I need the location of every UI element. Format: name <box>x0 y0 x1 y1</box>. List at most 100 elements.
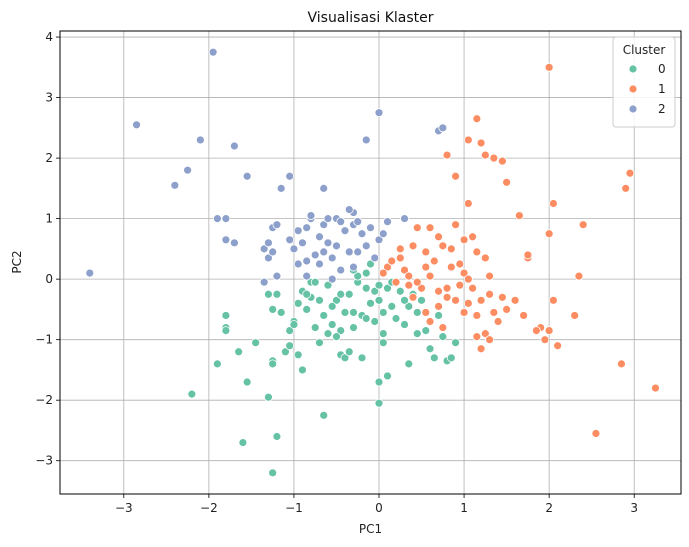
data-point-cluster-0 <box>323 329 333 339</box>
data-point-cluster-0 <box>332 332 341 342</box>
plot-area-frame <box>59 30 682 495</box>
data-point-cluster-2 <box>212 214 222 224</box>
data-point-cluster-1 <box>531 326 541 335</box>
data-point-cluster-1 <box>451 295 460 305</box>
data-point-cluster-0 <box>378 338 388 348</box>
data-point-cluster-2 <box>276 183 286 193</box>
chart-title: Visualisasi Klaster <box>308 10 434 26</box>
data-point-cluster-0 <box>340 308 350 317</box>
data-point-cluster-0 <box>383 283 392 293</box>
data-point-cluster-1 <box>425 271 435 281</box>
data-point-cluster-1 <box>425 317 435 326</box>
data-point-cluster-0 <box>285 326 295 335</box>
data-point-cluster-1 <box>480 150 490 160</box>
data-point-cluster-0 <box>374 377 384 387</box>
legend-label-cluster-1: 1 <box>658 82 666 96</box>
data-point-cluster-2 <box>361 241 371 251</box>
data-point-cluster-1 <box>485 289 494 299</box>
data-point-cluster-0 <box>234 347 244 357</box>
data-point-cluster-1 <box>489 308 499 317</box>
data-point-cluster-1 <box>442 292 452 302</box>
data-point-cluster-1 <box>408 292 418 302</box>
data-point-cluster-1 <box>476 138 486 148</box>
data-point-cluster-0 <box>361 283 371 293</box>
data-point-cluster-2 <box>268 247 278 257</box>
data-point-cluster-1 <box>553 341 563 351</box>
data-point-cluster-2 <box>366 223 375 233</box>
data-point-cluster-2 <box>323 214 333 224</box>
y-tick-label: −1 <box>35 333 53 347</box>
data-point-cluster-0 <box>366 298 375 308</box>
data-point-cluster-1 <box>383 262 392 272</box>
data-point-cluster-0 <box>353 271 363 281</box>
data-point-cluster-2 <box>293 226 303 236</box>
data-point-cluster-2 <box>319 183 329 193</box>
y-tick-label: −3 <box>35 454 53 468</box>
x-tick-label: −1 <box>285 501 303 515</box>
data-point-cluster-1 <box>493 317 503 326</box>
data-point-cluster-0 <box>438 332 448 342</box>
data-point-cluster-1 <box>548 199 558 208</box>
data-point-cluster-1 <box>429 256 439 266</box>
data-point-cluster-2 <box>353 247 363 257</box>
data-point-cluster-0 <box>302 305 312 314</box>
legend-label-cluster-0: 0 <box>658 62 666 76</box>
data-point-cluster-0 <box>302 289 312 299</box>
data-point-cluster-1 <box>468 232 477 242</box>
x-tick-label: 0 <box>375 501 383 515</box>
data-point-cluster-1 <box>417 283 426 293</box>
data-point-cluster-0 <box>251 338 261 348</box>
data-point-cluster-0 <box>327 320 337 329</box>
data-point-cluster-2 <box>302 223 312 233</box>
y-axis-label: PC2 <box>10 250 24 273</box>
data-point-cluster-1 <box>395 253 405 263</box>
data-point-cluster-1 <box>514 211 524 220</box>
data-point-cluster-0 <box>349 308 358 317</box>
data-point-cluster-0 <box>412 329 422 339</box>
data-point-cluster-1 <box>544 326 554 335</box>
data-point-cluster-2 <box>302 256 312 266</box>
axis-ticks: −3 −2 −1 0 1 2 3 −3 −2 −1 0 1 2 3 4 <box>35 30 638 515</box>
data-point-cluster-0 <box>446 353 456 363</box>
data-points <box>85 47 660 478</box>
data-point-cluster-0 <box>404 359 414 369</box>
data-point-cluster-0 <box>268 359 278 369</box>
data-point-cluster-0 <box>276 308 286 317</box>
data-point-cluster-2 <box>349 262 358 272</box>
data-point-cluster-2 <box>319 247 329 257</box>
data-point-cluster-0 <box>383 371 392 381</box>
data-point-cluster-1 <box>421 308 431 317</box>
x-axis-label: PC1 <box>359 522 382 536</box>
data-point-cluster-1 <box>391 277 401 287</box>
data-point-cluster-0 <box>344 347 354 357</box>
data-point-cluster-1 <box>625 168 635 178</box>
legend-marker-cluster-0 <box>628 64 638 74</box>
data-point-cluster-2 <box>183 165 193 175</box>
data-point-cluster-2 <box>221 214 231 224</box>
data-point-cluster-2 <box>195 135 205 145</box>
data-point-cluster-1 <box>485 335 494 345</box>
legend: Cluster 0 1 2 <box>612 36 676 128</box>
data-point-cluster-0 <box>310 323 320 332</box>
data-point-cluster-0 <box>340 353 350 363</box>
data-point-cluster-2 <box>298 238 307 248</box>
data-point-cluster-0 <box>370 286 380 296</box>
data-point-cluster-0 <box>336 289 346 299</box>
data-point-cluster-0 <box>425 344 435 354</box>
data-point-cluster-0 <box>374 398 384 408</box>
data-point-cluster-1 <box>451 220 460 230</box>
data-point-cluster-2 <box>272 271 282 281</box>
data-point-cluster-1 <box>421 262 431 272</box>
data-point-cluster-0 <box>268 305 278 314</box>
legend-marker-cluster-2 <box>628 104 638 114</box>
data-point-cluster-2 <box>259 277 269 287</box>
data-point-cluster-0 <box>357 353 367 363</box>
data-point-cluster-2 <box>336 265 346 275</box>
data-point-cluster-1 <box>459 308 469 317</box>
data-point-cluster-2 <box>383 217 392 227</box>
data-point-cluster-0 <box>272 289 282 299</box>
data-point-cluster-2 <box>285 235 295 245</box>
data-point-cluster-1 <box>651 383 660 393</box>
data-point-cluster-1 <box>400 265 409 275</box>
